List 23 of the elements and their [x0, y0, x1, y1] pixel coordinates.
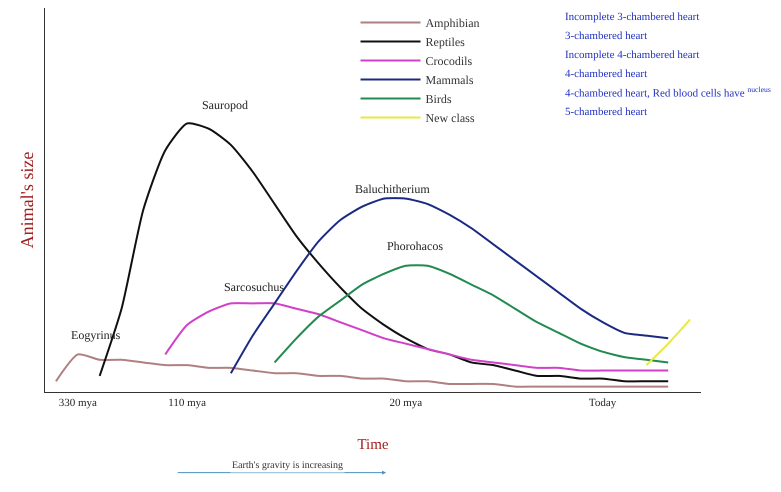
x-tick-label: Today — [588, 397, 617, 410]
text: Earth's gravity is increasing — [232, 460, 343, 471]
legend-label: New class — [426, 111, 475, 126]
annotation: Sarcosuchus — [224, 280, 284, 294]
text: 3-chambered heart — [565, 30, 648, 42]
legend-label: Mammals — [426, 73, 474, 88]
legend-label: Birds — [426, 92, 452, 106]
x-axis-title: Time — [357, 437, 389, 454]
text: Incomplete 4-chambered heart — [565, 49, 700, 61]
x-tick-label: 20 mya — [389, 397, 422, 410]
x-tick-label: 330 mya — [58, 397, 98, 410]
text: 4-chambered heart, Red blood cells have $^{nucleus}$ — [565, 85, 771, 100]
legend-label: Crocodils — [426, 54, 473, 68]
annotation: Baluchitherium — [355, 182, 430, 196]
legend-label: Amphibian — [426, 16, 480, 30]
text: 4-chambered heart — [565, 68, 648, 80]
annotation: Phorohacos — [387, 239, 444, 253]
text: 5-chambered heart — [565, 106, 648, 118]
text: Sauropod — [202, 98, 248, 112]
y-axis-title: Animal's size — [17, 152, 38, 248]
legend-label: Reptiles — [426, 35, 466, 50]
text: Incomplete 3-chambered heart — [565, 11, 700, 23]
x-tick-label: 110 mya — [168, 397, 206, 410]
